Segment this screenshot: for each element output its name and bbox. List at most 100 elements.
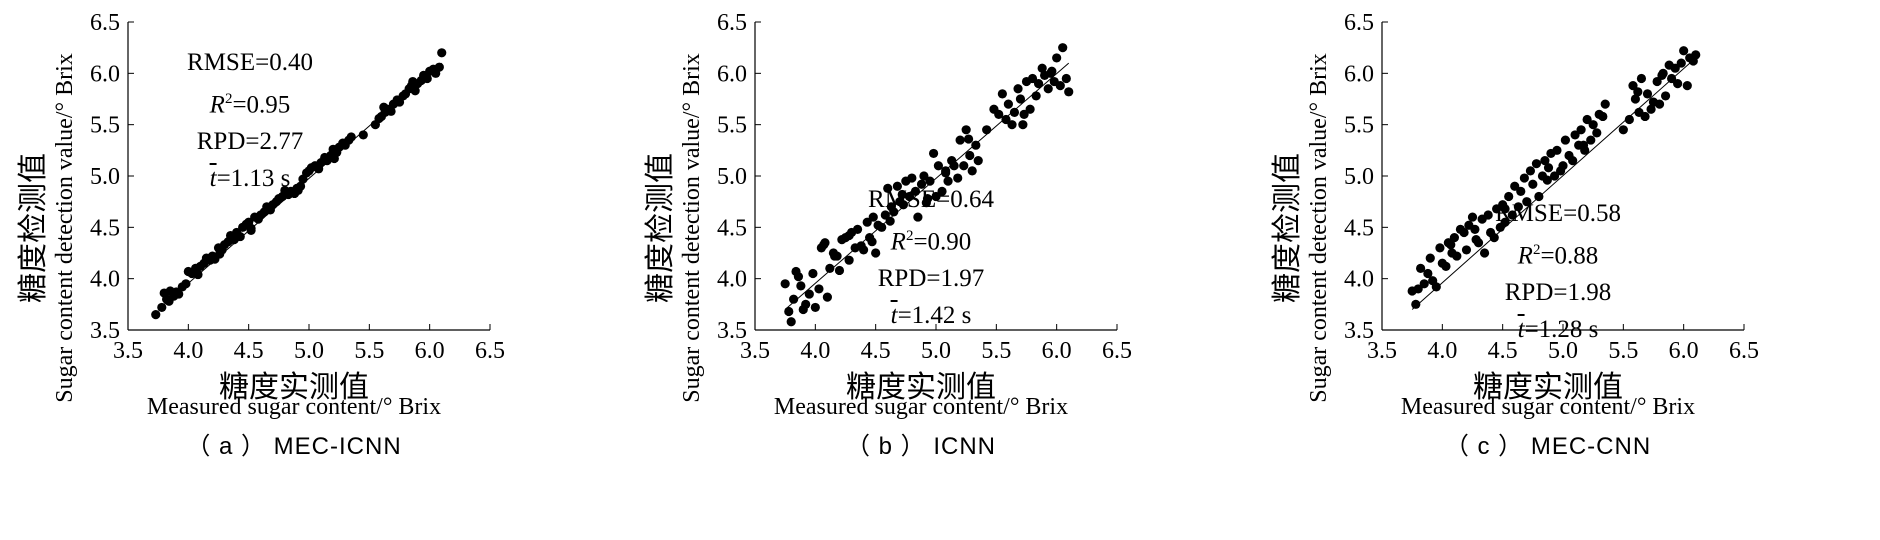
panel-caption: （ a ） MEC-ICNN: [186, 433, 402, 460]
data-point: [358, 130, 368, 140]
data-point: [1540, 156, 1550, 166]
y-tick-label: 6.0: [717, 61, 747, 87]
data-point: [822, 292, 832, 302]
stats-annotation: RMSE=0.58 R2=0.88 RPD=1.98 t=1.28 s: [1458, 195, 1658, 348]
data-point: [1015, 94, 1026, 104]
data-point: [1031, 91, 1041, 101]
r2-letter: R: [209, 91, 225, 119]
data-point: [889, 207, 899, 217]
data-point: [434, 62, 444, 72]
y-tick-label: 4.0: [90, 267, 120, 293]
data-point: [1027, 73, 1038, 84]
data-point: [1507, 210, 1517, 220]
data-point: [1646, 104, 1656, 114]
x-axis-title-en: Measured sugar content/° Brix: [146, 394, 442, 420]
data-point: [1628, 81, 1638, 91]
r2-value: =0.95: [232, 91, 291, 119]
y-tick-label: 6.0: [90, 61, 120, 87]
data-point: [780, 279, 790, 289]
data-point: [804, 289, 814, 299]
x-axis-title-en: Measured sugar content/° Brix: [773, 394, 1069, 420]
x-tick-label: 6.0: [1669, 338, 1699, 364]
data-point: [1549, 171, 1560, 181]
data-point: [1018, 120, 1028, 130]
data-point: [1519, 173, 1529, 183]
data-point: [1419, 279, 1429, 289]
y-tick-label: 4.0: [717, 267, 747, 293]
data-point: [1043, 84, 1053, 94]
data-point: [928, 148, 939, 159]
regression-line: [1411, 57, 1697, 310]
data-point: [1588, 120, 1598, 130]
data-point: [852, 224, 863, 234]
data-point: [1560, 135, 1571, 145]
y-axis-title-en: Sugar content detection value/° Brix: [1306, 53, 1332, 403]
x-tick-label: 5.0: [294, 338, 324, 364]
data-point: [235, 231, 245, 242]
data-point: [1576, 125, 1586, 135]
data-point: [883, 183, 893, 193]
data-point: [1467, 212, 1478, 222]
y-tick-label: 5.5: [90, 113, 120, 139]
t-letter: t: [890, 302, 898, 330]
data-point: [916, 179, 927, 189]
t-value: =1.13 s: [216, 165, 291, 193]
data-point: [1452, 251, 1462, 261]
x-tick-label: 4.0: [1427, 338, 1457, 364]
data-point: [967, 166, 977, 176]
data-point: [1500, 204, 1510, 214]
x-axis-title-en: Measured sugar content/° Brix: [1400, 394, 1696, 420]
data-point: [1525, 166, 1536, 176]
t-letter: t: [1517, 316, 1525, 344]
data-point: [1413, 284, 1423, 294]
data-point: [1586, 135, 1596, 145]
x-tick-label: 6.0: [415, 338, 445, 364]
data-point: [982, 125, 992, 135]
data-point: [868, 212, 878, 222]
x-tick-label: 5.0: [921, 338, 951, 364]
data-point: [1483, 210, 1493, 220]
y-axis-title-en: Sugar content detection value/° Brix: [679, 53, 705, 403]
r2-exponent: 2: [1532, 242, 1541, 258]
y-axis-title-zh: 糖度检测值: [644, 153, 677, 303]
x-tick-label: 5.0: [1548, 338, 1578, 364]
y-tick-label: 4.0: [1344, 267, 1374, 293]
data-point: [1624, 114, 1634, 125]
rmse-label: RMSE=0.58: [1495, 200, 1621, 227]
data-point: [1513, 202, 1523, 212]
data-point: [1600, 99, 1610, 109]
x-tick-label: 4.5: [234, 338, 264, 364]
y-axis-title: 糖度检测值 Sugar content detection value/° Br…: [17, 53, 79, 403]
t-letter: t: [209, 165, 217, 193]
data-point: [408, 76, 418, 87]
rpd-label: RPD=1.97: [877, 265, 985, 293]
x-tick-label: 3.5: [740, 338, 770, 364]
data-point: [1657, 70, 1667, 80]
data-point: [1630, 94, 1640, 104]
x-tick-label: 5.5: [981, 338, 1011, 364]
x-tick-label: 6.5: [1102, 338, 1132, 364]
data-point: [1441, 261, 1451, 271]
data-point: [437, 48, 447, 58]
data-point: [1033, 79, 1044, 89]
r2-label: R2=0.88: [1458, 232, 1658, 274]
data-point: [1570, 130, 1580, 140]
x-tick-label: 6.5: [475, 338, 505, 364]
data-point: [1652, 76, 1662, 87]
r2-value: =0.90: [913, 228, 972, 256]
data-point: [871, 248, 881, 258]
y-tick-label: 5.5: [717, 113, 747, 139]
data-point: [329, 153, 339, 164]
data-point: [965, 150, 975, 161]
rpd-label: RPD=1.98: [1504, 279, 1612, 307]
chart-panel-b: 3.5 4.0 4.5 5.0 5.5 6.0 6.5 3.5 4.0 4.5 5.0 5.5 6.0 6…: [627, 0, 1253, 540]
y-tick-label: 4.5: [717, 215, 747, 241]
data-point: [937, 186, 947, 196]
y-axis-title-zh: 糖度检测值: [1271, 153, 1304, 303]
data-point: [885, 216, 895, 226]
x-tick-label: 5.5: [1608, 338, 1638, 364]
data-point: [1543, 163, 1554, 173]
data-point: [1667, 73, 1677, 84]
data-point: [796, 281, 806, 291]
data-point: [1423, 268, 1433, 279]
